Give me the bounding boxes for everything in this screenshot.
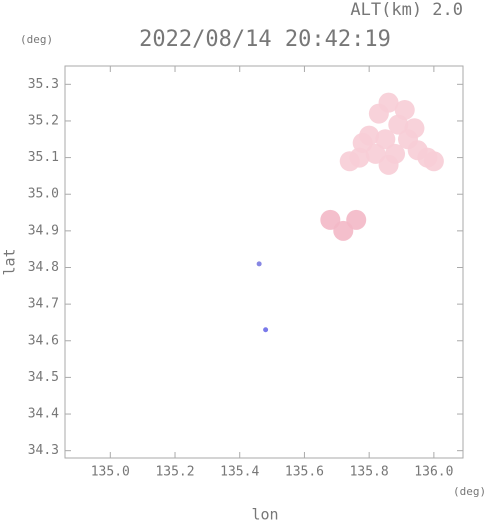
echo-point (423, 151, 444, 172)
echo-point (404, 118, 425, 139)
y-tick-label: 35.0 (28, 187, 59, 202)
x-tick-label: 135.4 (220, 465, 259, 480)
echo-point (346, 209, 367, 230)
echo-point (339, 151, 360, 172)
echo-point (378, 92, 399, 113)
echo-point (263, 327, 269, 333)
y-tick-label: 34.6 (28, 333, 59, 348)
x-tick-label: 135.2 (155, 465, 194, 480)
plot-frame (64, 65, 464, 459)
x-axis-label: lon (251, 506, 278, 521)
y-unit: (deg) (20, 33, 53, 46)
x-tick-label: 135.6 (285, 465, 324, 480)
echo-point (378, 154, 399, 175)
y-tick-label: 34.5 (28, 370, 59, 385)
x-unit: (deg) (453, 485, 486, 498)
y-tick-label: 34.3 (28, 443, 59, 458)
y-tick-label: 35.1 (28, 150, 59, 165)
y-tick-label: 34.8 (28, 260, 59, 275)
y-axis-label: lat (1, 248, 19, 275)
echo-point (352, 132, 373, 153)
y-tick-label: 34.4 (28, 407, 59, 422)
x-tick-label: 135.0 (91, 465, 130, 480)
echo-point (394, 99, 415, 120)
altitude: ALT(km) 2.0 (350, 0, 463, 20)
chart-title: 2022/08/14 20:42:19 (139, 27, 391, 52)
x-tick-label: 135.8 (350, 465, 389, 480)
x-tick-label: 136.0 (414, 465, 453, 480)
y-tick-label: 35.3 (28, 77, 59, 92)
echo-point (256, 261, 262, 267)
y-tick-label: 35.2 (28, 113, 59, 128)
y-tick-label: 34.9 (28, 223, 59, 238)
y-tick-label: 34.7 (28, 297, 59, 312)
echo-point (375, 129, 396, 150)
